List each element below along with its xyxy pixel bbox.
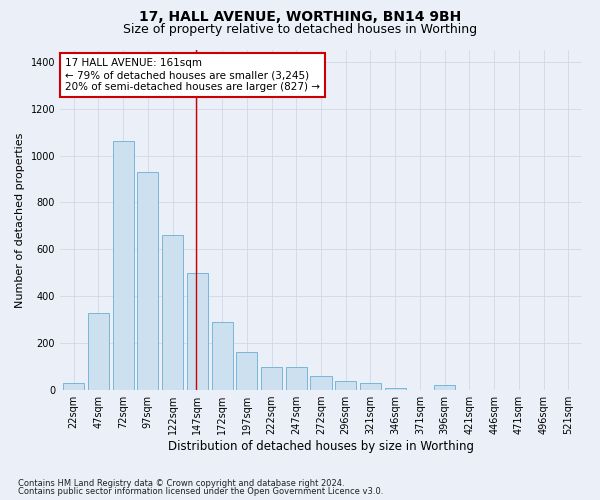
Bar xyxy=(385,388,406,390)
Bar xyxy=(261,366,282,390)
Bar xyxy=(310,376,332,390)
Text: Size of property relative to detached houses in Worthing: Size of property relative to detached ho… xyxy=(123,22,477,36)
Bar xyxy=(113,142,134,390)
Text: Contains public sector information licensed under the Open Government Licence v3: Contains public sector information licen… xyxy=(18,487,383,496)
Y-axis label: Number of detached properties: Number of detached properties xyxy=(15,132,25,308)
Bar xyxy=(137,172,158,390)
Bar xyxy=(360,383,381,390)
Text: 17, HALL AVENUE, WORTHING, BN14 9BH: 17, HALL AVENUE, WORTHING, BN14 9BH xyxy=(139,10,461,24)
Text: Contains HM Land Registry data © Crown copyright and database right 2024.: Contains HM Land Registry data © Crown c… xyxy=(18,478,344,488)
Bar xyxy=(187,273,208,390)
Bar xyxy=(63,383,84,390)
Bar xyxy=(162,235,183,390)
Bar xyxy=(236,352,257,390)
X-axis label: Distribution of detached houses by size in Worthing: Distribution of detached houses by size … xyxy=(168,440,474,453)
Text: 17 HALL AVENUE: 161sqm
← 79% of detached houses are smaller (3,245)
20% of semi-: 17 HALL AVENUE: 161sqm ← 79% of detached… xyxy=(65,58,320,92)
Bar xyxy=(88,312,109,390)
Bar xyxy=(335,380,356,390)
Bar xyxy=(286,366,307,390)
Bar xyxy=(212,322,233,390)
Bar xyxy=(434,386,455,390)
